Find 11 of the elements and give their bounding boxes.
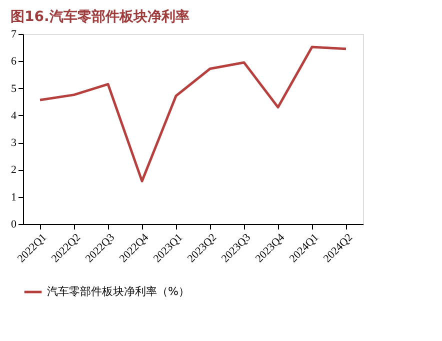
y-tick-label: 7 (11, 28, 17, 40)
y-tick-label: 2 (11, 164, 16, 176)
chart-title: 图16.汽车零部件板块净利率 (10, 8, 190, 25)
y-tick-label: 1 (11, 191, 16, 204)
line-series (38, 46, 348, 182)
y-tick-label: 5 (11, 82, 17, 95)
y-tick-label: 6 (11, 56, 17, 68)
y-tick-label: 3 (11, 137, 17, 150)
y-tick-label: 4 (11, 110, 17, 122)
y-tick-label: 0 (11, 218, 17, 230)
legend-label: 汽车零部件板块净利率（%） (47, 285, 190, 298)
